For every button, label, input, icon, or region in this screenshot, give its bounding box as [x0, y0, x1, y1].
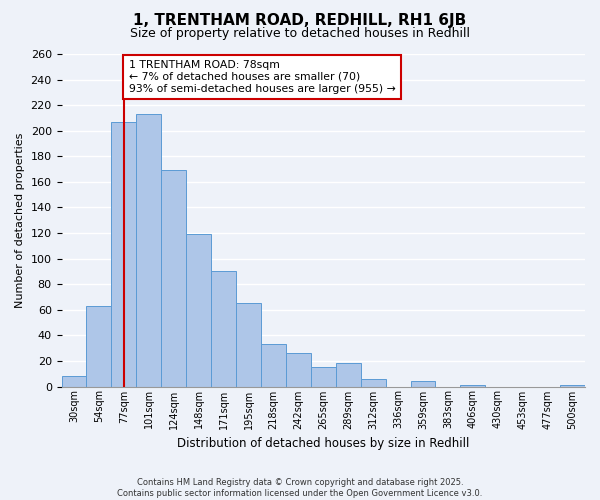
Bar — [161, 170, 186, 386]
Bar — [560, 385, 585, 386]
Bar — [410, 382, 436, 386]
Bar — [186, 234, 211, 386]
Text: Contains HM Land Registry data © Crown copyright and database right 2025.
Contai: Contains HM Land Registry data © Crown c… — [118, 478, 482, 498]
Bar — [211, 272, 236, 386]
Text: 1, TRENTHAM ROAD, REDHILL, RH1 6JB: 1, TRENTHAM ROAD, REDHILL, RH1 6JB — [133, 12, 467, 28]
Bar — [62, 376, 86, 386]
Bar — [86, 306, 112, 386]
X-axis label: Distribution of detached houses by size in Redhill: Distribution of detached houses by size … — [177, 437, 469, 450]
Bar — [286, 354, 311, 386]
Bar — [236, 304, 261, 386]
Bar — [136, 114, 161, 386]
Y-axis label: Number of detached properties: Number of detached properties — [15, 132, 25, 308]
Bar — [311, 368, 336, 386]
Bar — [112, 122, 136, 386]
Bar — [361, 379, 386, 386]
Text: 1 TRENTHAM ROAD: 78sqm
← 7% of detached houses are smaller (70)
93% of semi-deta: 1 TRENTHAM ROAD: 78sqm ← 7% of detached … — [129, 60, 395, 94]
Bar — [261, 344, 286, 387]
Bar — [336, 364, 361, 386]
Text: Size of property relative to detached houses in Redhill: Size of property relative to detached ho… — [130, 28, 470, 40]
Bar — [460, 385, 485, 386]
